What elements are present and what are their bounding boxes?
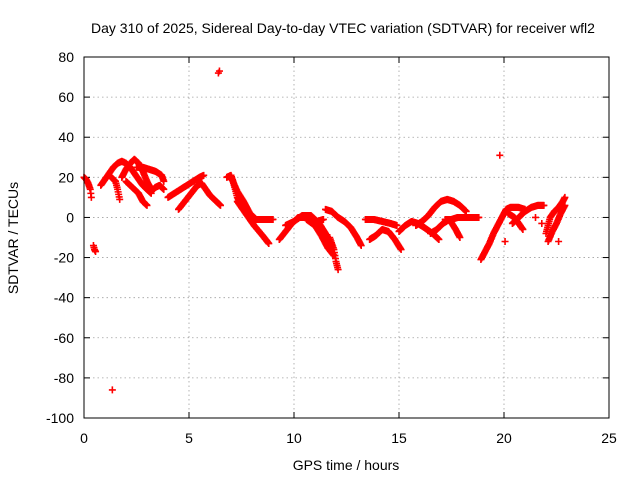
y-tick-label: -20 [54, 250, 74, 266]
y-tick-label: 60 [58, 89, 74, 105]
x-axis-label: GPS time / hours [293, 457, 400, 473]
x-tick-label: 20 [496, 430, 512, 446]
y-tick-label: 80 [58, 49, 74, 65]
data-point [160, 177, 168, 185]
data-point [555, 238, 563, 246]
data-markers [80, 67, 569, 394]
data-point [540, 201, 548, 209]
data-point [143, 201, 151, 209]
x-tick-label: 5 [185, 430, 193, 446]
data-point [108, 386, 116, 394]
data-point [501, 238, 509, 246]
y-tick-label: -60 [54, 330, 74, 346]
data-point [200, 171, 208, 179]
data-point [561, 201, 569, 209]
x-tick-label: 25 [601, 430, 617, 446]
x-tick-label: 15 [391, 430, 407, 446]
data-point [334, 266, 342, 274]
y-axis-label: SDTVAR / TECUs [5, 182, 21, 294]
data-point [538, 219, 546, 227]
data-point [393, 221, 401, 229]
data-point [519, 225, 527, 233]
y-tick-label: -100 [46, 410, 74, 426]
data-point [269, 215, 277, 223]
data-point [160, 185, 168, 193]
data-point [214, 69, 222, 77]
data-point [87, 193, 95, 201]
data-point [319, 215, 327, 223]
y-tick-label: 20 [58, 169, 74, 185]
data-point [357, 242, 365, 250]
x-tick-label: 0 [80, 430, 88, 446]
data-point [116, 195, 124, 203]
data-point [532, 213, 539, 221]
data-point [92, 248, 100, 256]
data-point [475, 213, 483, 221]
y-tick-label: 0 [66, 209, 74, 225]
chart-title: Day 310 of 2025, Sidereal Day-to-day VTE… [91, 20, 595, 36]
data-point [456, 234, 464, 241]
data-point [217, 201, 224, 209]
axis-ticks: -100 -80 -60 -40 -20 0 20 40 60 80 0 5 10 15 20 25 [46, 49, 617, 446]
y-tick-label: 40 [58, 129, 74, 145]
data-point [397, 246, 405, 254]
data-point [496, 151, 504, 159]
data-point [462, 207, 470, 215]
data-point [435, 236, 443, 244]
data-point [561, 193, 569, 201]
x-tick-label: 10 [286, 430, 302, 446]
plot-frame [83, 56, 610, 419]
data-point [265, 240, 273, 248]
y-tick-label: -40 [54, 290, 74, 306]
y-tick-label: -80 [54, 370, 74, 386]
